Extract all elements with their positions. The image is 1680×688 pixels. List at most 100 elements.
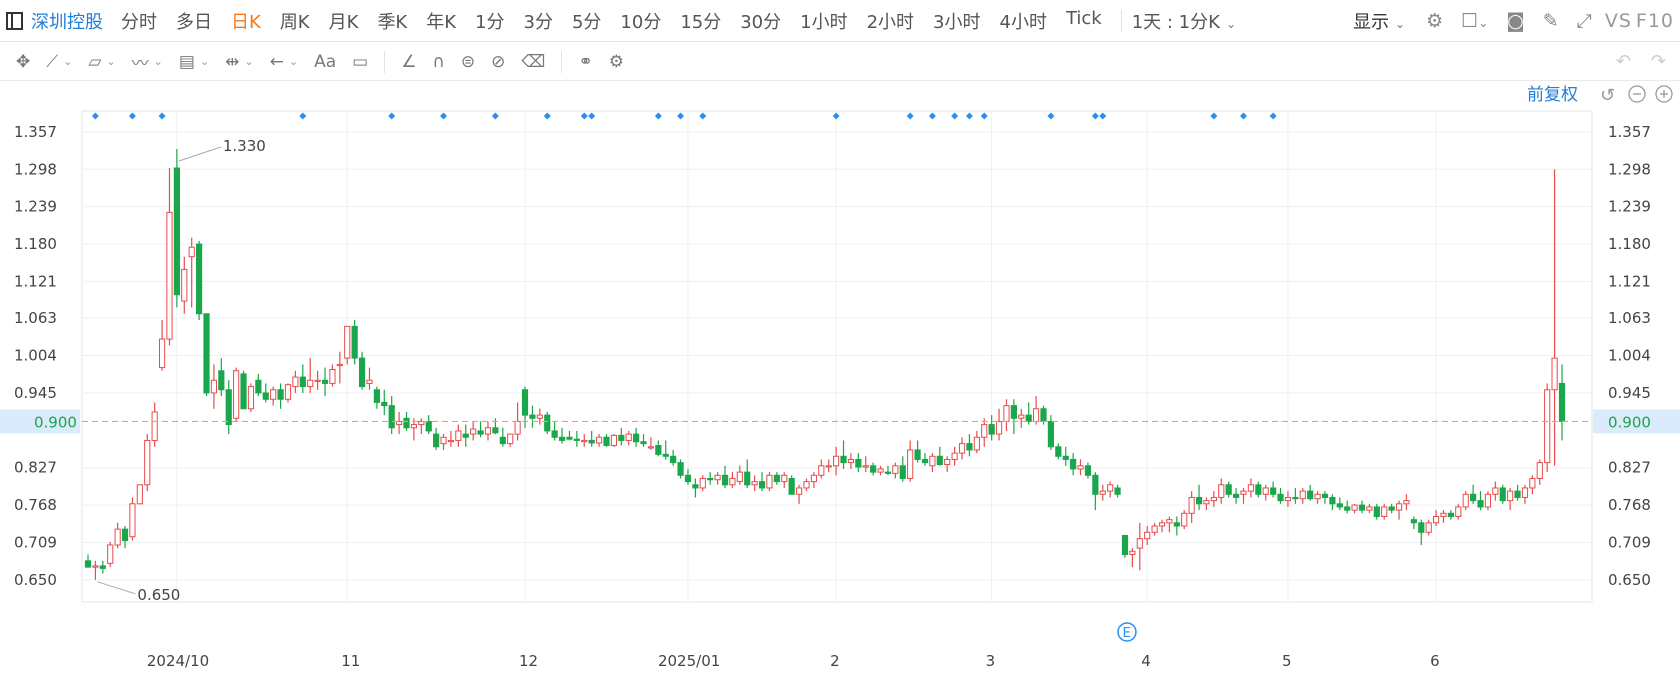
- period-tab[interactable]: 多日: [176, 11, 212, 33]
- comment-icon[interactable]: ▭: [352, 51, 369, 72]
- period-tab[interactable]: 10分: [620, 11, 662, 33]
- f10-button[interactable]: F10: [1635, 10, 1674, 32]
- event-marker-icon: [158, 112, 166, 120]
- candle-down: [255, 379, 262, 394]
- reset-icon[interactable]: ↺: [1600, 85, 1615, 106]
- y-tick-label-left: 0.945: [14, 384, 57, 402]
- interval-selector[interactable]: 1天 : 1分K ⌄: [1132, 8, 1236, 34]
- period-tab[interactable]: 3小时: [933, 11, 981, 33]
- candle-up: [736, 471, 743, 483]
- current-price-label-right: 0.900: [1608, 413, 1651, 431]
- event-marker-icon: [1047, 112, 1055, 120]
- candle-down: [351, 325, 358, 359]
- compare-icon[interactable]: ⚭: [578, 51, 593, 72]
- pencil-icon[interactable]: ✎: [1542, 10, 1559, 32]
- period-tab[interactable]: 1分: [475, 11, 505, 33]
- candle-up: [1544, 389, 1551, 464]
- candle-down: [1514, 490, 1521, 498]
- period-tab[interactable]: 分时: [121, 11, 157, 33]
- stock-name[interactable]: 深圳控股: [31, 11, 103, 33]
- candle-up: [1003, 405, 1010, 422]
- period-tab[interactable]: 周K: [279, 11, 310, 33]
- candle-down: [618, 434, 625, 441]
- display-dropdown[interactable]: 显示 ⌄: [1353, 8, 1405, 34]
- event-marker-icon: [1099, 112, 1107, 120]
- x-tick-label: 6: [1430, 652, 1440, 670]
- candle-up: [336, 363, 343, 367]
- event-marker-icon: [1210, 112, 1218, 120]
- candle-down: [403, 417, 410, 429]
- candle-up: [647, 446, 655, 449]
- event-marker-icon: [128, 112, 136, 120]
- y-tick-label-left: 1.357: [14, 123, 57, 141]
- period-tab[interactable]: 年K: [426, 11, 457, 33]
- period-tab[interactable]: 2小时: [866, 11, 915, 33]
- candle-up: [484, 427, 492, 435]
- vs-button[interactable]: VS: [1604, 10, 1632, 32]
- event-marker-icon: [491, 112, 499, 120]
- move-cross-icon[interactable]: ✥: [16, 51, 31, 72]
- event-marker-icon: [543, 112, 551, 120]
- candlestick-chart[interactable]: 1.357 1.357 1.298 1.298 1.239 1.239 1.180 1.180…: [0, 82, 1680, 688]
- candle-up: [1551, 357, 1558, 391]
- candle-up: [536, 414, 543, 419]
- candle-down: [655, 445, 662, 455]
- event-marker-icon: [580, 112, 588, 120]
- period-tab[interactable]: 15分: [680, 11, 722, 33]
- period-tab[interactable]: 30分: [740, 11, 782, 33]
- fullscreen-icon[interactable]: ⤢: [1576, 10, 1592, 32]
- y-tick-label-left: 1.298: [14, 160, 57, 178]
- period-tab[interactable]: 日K: [231, 11, 261, 33]
- candle-up: [699, 477, 706, 489]
- candle-up: [929, 455, 936, 467]
- candle-up: [455, 430, 462, 441]
- angle-icon[interactable]: ∠: [401, 51, 417, 72]
- sidebar-toggle-icon[interactable]: [6, 11, 23, 30]
- candle-down: [381, 401, 388, 407]
- period-tab[interactable]: 季K: [377, 11, 408, 33]
- measure-icon[interactable]: ⇹ ⌄: [225, 51, 254, 72]
- undo-icon[interactable]: ↶: [1615, 51, 1631, 72]
- line-icon[interactable]: ⟋ ⌄: [46, 51, 73, 72]
- candle-down: [551, 430, 558, 438]
- candle-down: [544, 414, 551, 432]
- zoom-out-icon[interactable]: [1628, 85, 1646, 103]
- arrow-icon[interactable]: ← ⌄: [269, 51, 299, 72]
- period-tab[interactable]: 5分: [571, 11, 602, 33]
- price-adjust-label[interactable]: 前复权: [1527, 85, 1578, 105]
- text-icon[interactable]: Aa: [314, 51, 337, 72]
- candle-down: [988, 424, 995, 435]
- period-tab[interactable]: 4小时: [999, 11, 1047, 33]
- period-tab[interactable]: 月K: [328, 11, 359, 33]
- trash-icon[interactable]: ⌫: [521, 51, 546, 72]
- candle-up: [1440, 512, 1447, 517]
- candle-up: [314, 379, 321, 382]
- settings-icon[interactable]: ⚙: [608, 51, 624, 72]
- magnet-icon[interactable]: ∩: [432, 51, 445, 72]
- period-tab[interactable]: Tick: [1065, 7, 1102, 29]
- period-tab[interactable]: 3分: [523, 11, 553, 33]
- gear-icon[interactable]: ⚙: [1426, 10, 1444, 32]
- candle-up: [1129, 550, 1136, 555]
- event-marker-icon: [928, 112, 936, 120]
- candle-up: [410, 424, 418, 429]
- zoom-in-icon[interactable]: [1655, 85, 1673, 103]
- candle-up: [958, 443, 966, 454]
- period-tab[interactable]: 1小时: [800, 11, 848, 33]
- event-markers: [91, 112, 1277, 120]
- candle-down: [773, 474, 780, 483]
- lock-icon[interactable]: ⊜: [460, 51, 476, 72]
- channel-icon[interactable]: ▱ ⌄: [88, 51, 116, 72]
- event-marker-icon: [906, 112, 914, 120]
- candle-up: [1158, 522, 1166, 527]
- layout-icon[interactable]: ☐⌄: [1461, 10, 1489, 32]
- fib-icon[interactable]: ▤ ⌄: [178, 51, 210, 72]
- candle-down: [692, 484, 699, 489]
- candle-down: [462, 433, 469, 438]
- hide-icon[interactable]: ⊘: [491, 51, 506, 72]
- candle-up: [1188, 496, 1195, 514]
- redo-icon[interactable]: ↷: [1650, 51, 1666, 72]
- wave-icon[interactable]: 〰 ⌄: [131, 54, 163, 74]
- camera-icon[interactable]: ◙: [1506, 10, 1525, 32]
- y-tick-label-left: 0.709: [14, 533, 57, 551]
